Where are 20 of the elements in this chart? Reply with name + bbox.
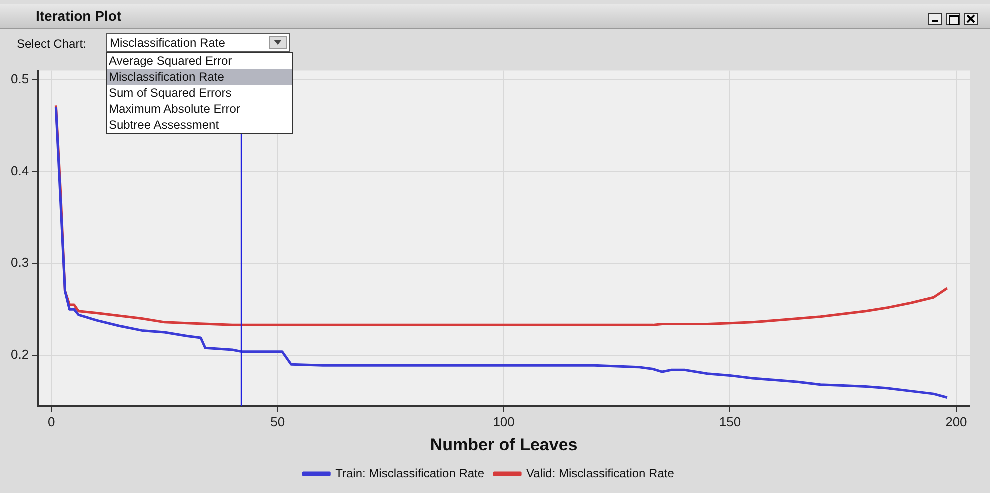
x-tick-label: 50 bbox=[270, 414, 286, 430]
y-tick-label: 0.3 bbox=[10, 255, 30, 270]
dropdown-menu: Average Squared Error Misclassification Rate Sum of Squared Errors Maximum Absolute Error Subtree Assessment bbox=[106, 52, 293, 134]
text: Select Chart: bbox=[17, 37, 86, 51]
text: Misclassification Rate bbox=[110, 36, 226, 50]
x-tick-label: 100 bbox=[493, 414, 515, 430]
x-tick-label: 200 bbox=[946, 414, 968, 430]
legend-label: Train: Misclassification Rate bbox=[336, 466, 485, 480]
annotation: Sum of Squared Errors bbox=[107, 85, 292, 101]
legend-label: Valid: Misclassification Rate bbox=[526, 466, 675, 480]
y-tick-label: 0.4 bbox=[10, 163, 30, 178]
y-tick-label: 0.2 bbox=[10, 347, 30, 362]
annotation: Maximum Absolute Error bbox=[107, 101, 292, 117]
chart-title: Iteration Plot bbox=[36, 8, 122, 24]
highlighted-option: Misclassification Rate bbox=[107, 69, 292, 85]
annotation: Subtree Assessment bbox=[107, 117, 292, 133]
x-tick-label: 150 bbox=[719, 414, 742, 430]
x-tick-label: 0 bbox=[48, 414, 56, 430]
y-tick-label: 0.5 bbox=[10, 72, 30, 87]
x-axis-title: Number of Leaves bbox=[430, 435, 578, 454]
